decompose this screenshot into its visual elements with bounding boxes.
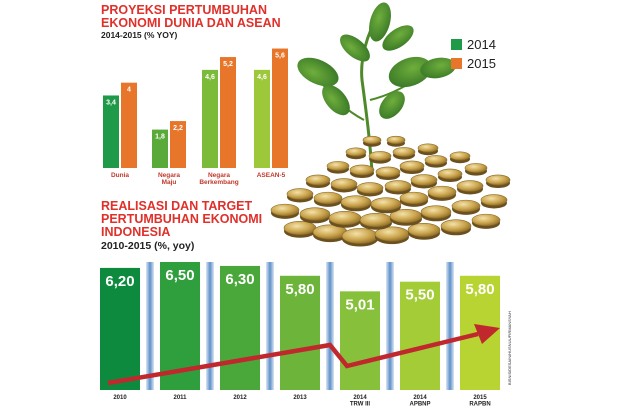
separator-pillar-5 [386,262,394,390]
top-value-asean-5-2015: 5,6 [275,53,285,60]
bottom-bar-5 [400,281,440,390]
bottom-chart-separators [146,262,454,390]
legend-swatch-2015 [451,58,462,69]
trend-arrow-head [474,324,500,344]
bottom-value-1: 6,50 [165,267,194,284]
top-bar-negara-berkembang-2015 [220,57,236,168]
bottom-value-5: 5,50 [405,287,434,304]
top-bar-dunia-2014 [103,95,119,168]
bottom-category-4-line-1: 2014 [353,395,367,401]
top-bar-negara-maju-2015 [170,121,186,168]
top-category-dunia-line-1: Dunia [111,172,129,179]
bottom-category-1-line-1: 2011 [173,395,187,401]
bottom-title-line-3: INDONESIA [101,225,170,239]
bottom-value-6: 5,80 [465,281,494,298]
credit-text: BISNIS/DESAIN/HUSNUL/FIRMANSYAH [507,311,512,385]
bottom-category-4-line-2: TRW III [350,402,371,408]
bottom-title-line-2: PERTUMBUHAN EKONOMI [101,212,262,226]
top-category-negara-berkembang-line-2: Berkembang [199,179,238,186]
top-chart-title: PROYEKSI PERTUMBUHAN EKONOMI DUNIA DAN A… [101,3,281,30]
bottom-value-0: 6,20 [105,273,134,290]
bottom-title-line-1: REALISASI DAN TARGET [101,199,253,213]
top-value-asean-5-2014: 4,6 [257,74,267,81]
top-bar-dunia-2015 [121,82,137,168]
bottom-category-2-line-1: 2012 [233,395,247,401]
top-category-negara-maju-line-1: Negara [158,172,180,179]
top-value-negara-maju-2015: 2,2 [173,125,183,132]
top-title-line-2: EKONOMI DUNIA DAN ASEAN [101,16,281,30]
bottom-chart-subtitle: 2010-2015 (%, yoy) [101,240,194,252]
trend-arrow-line [107,331,479,386]
top-chart-bars: 3,4 4 1,8 2,2 4,6 5,2 4,6 5,6 [103,48,288,168]
bottom-chart-bars: 6,20 6,50 6,30 5,80 5,01 5,50 5,80 [100,262,500,390]
legend-swatch-2014 [451,39,462,50]
top-bar-negara-berkembang-2014 [202,69,218,168]
bottom-category-5-line-2: APBNP [409,402,430,408]
bottom-category-3-line-1: 2013 [293,395,307,401]
separator-pillar-6 [446,262,454,390]
bottom-bar-2 [220,265,260,390]
top-bar-asean-5-2015 [272,48,288,168]
bottom-category-0-line-1: 2010 [113,395,127,401]
top-value-negara-berkembang-2014: 4,6 [205,74,215,81]
bottom-bar-3 [280,275,320,390]
bottom-value-3: 5,80 [285,281,314,298]
top-chart-subtitle: 2014-2015 (% YOY) [101,30,178,40]
top-category-negara-berkembang-line-1: Negara [208,172,230,179]
top-category-negara-maju-line-2: Maju [162,179,177,186]
separator-pillar-1 [146,262,154,390]
legend-label-2014: 2014 [467,37,496,52]
bottom-bar-0 [100,267,140,390]
bottom-value-4: 5,01 [345,296,374,313]
separator-pillar-2 [206,262,214,390]
coins-plant-illustration [270,2,511,247]
top-value-dunia-2015: 4 [127,87,131,94]
bottom-bar-4 [340,291,380,390]
bottom-value-2: 6,30 [225,271,254,288]
top-category-asean-5-line-1: ASEAN-5 [257,172,286,179]
top-title-line-1: PROYEKSI PERTUMBUHAN [101,3,267,17]
bottom-category-6-line-2: RAPBN [469,402,490,408]
trend-arrow [107,324,500,386]
top-value-negara-maju-2014: 1,8 [155,134,165,141]
bottom-category-6-line-1: 2015 [473,395,487,401]
separator-pillar-3 [266,262,274,390]
top-bar-negara-maju-2014 [152,129,168,168]
bottom-chart-title: REALISASI DAN TARGET PERTUMBUHAN EKONOMI… [101,199,262,239]
top-chart-legend: 2014 2015 [451,37,496,71]
bottom-category-5-line-1: 2014 [413,395,427,401]
legend-label-2015: 2015 [467,56,496,71]
top-value-negara-berkembang-2015: 5,2 [223,61,233,68]
top-bar-asean-5-2014 [254,69,270,168]
top-value-dunia-2014: 3,4 [106,99,116,106]
separator-pillar-4 [326,262,334,390]
